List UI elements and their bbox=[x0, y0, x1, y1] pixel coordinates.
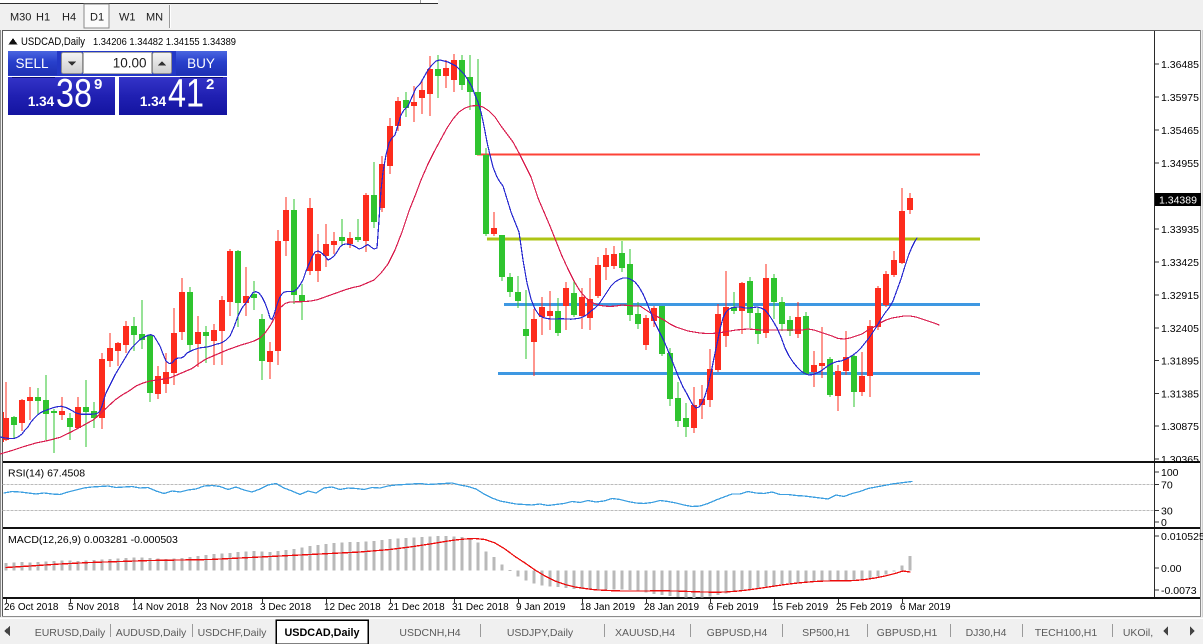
svg-text:25 Feb 2019: 25 Feb 2019 bbox=[836, 602, 893, 613]
svg-text:W1: W1 bbox=[119, 12, 136, 24]
svg-text:1.34: 1.34 bbox=[140, 94, 167, 109]
svg-text:DJ30,H4: DJ30,H4 bbox=[966, 627, 1007, 639]
svg-text:18 Jan 2019: 18 Jan 2019 bbox=[580, 602, 635, 613]
svg-text:9: 9 bbox=[94, 76, 102, 93]
svg-text:26 Oct 2018: 26 Oct 2018 bbox=[4, 602, 59, 613]
svg-text:1.30875: 1.30875 bbox=[1161, 421, 1199, 433]
svg-text:USDCNH,H4: USDCNH,H4 bbox=[399, 627, 460, 639]
svg-text:XAUUSD,H4: XAUUSD,H4 bbox=[615, 627, 675, 639]
svg-text:USDCAD,Daily: USDCAD,Daily bbox=[21, 36, 85, 48]
svg-text:12 Dec 2018: 12 Dec 2018 bbox=[324, 602, 381, 613]
svg-text:31 Dec 2018: 31 Dec 2018 bbox=[452, 602, 509, 613]
svg-text:1.31895: 1.31895 bbox=[1161, 356, 1199, 368]
svg-text:UKOil,: UKOil, bbox=[1123, 627, 1153, 639]
svg-text:3 Dec 2018: 3 Dec 2018 bbox=[260, 602, 312, 613]
svg-text:2: 2 bbox=[206, 76, 214, 93]
svg-text:MN: MN bbox=[146, 12, 163, 24]
svg-text:1.36485: 1.36485 bbox=[1161, 59, 1199, 71]
svg-text:1.34: 1.34 bbox=[28, 94, 55, 109]
svg-text:GBPUSD,H4: GBPUSD,H4 bbox=[707, 627, 768, 639]
svg-text:0.010525: 0.010525 bbox=[1161, 531, 1203, 543]
svg-text:1.30365: 1.30365 bbox=[1161, 454, 1199, 466]
svg-text:70: 70 bbox=[1161, 480, 1173, 492]
svg-text:BUY: BUY bbox=[187, 56, 215, 71]
svg-text:1.32405: 1.32405 bbox=[1161, 323, 1199, 335]
svg-text:GBPUSD,H1: GBPUSD,H1 bbox=[877, 627, 938, 639]
svg-text:1.33935: 1.33935 bbox=[1161, 224, 1199, 236]
svg-text:100: 100 bbox=[1161, 467, 1179, 479]
svg-text:0.00: 0.00 bbox=[1161, 563, 1182, 575]
svg-text:EURUSD,Daily: EURUSD,Daily bbox=[35, 627, 106, 639]
svg-text:1.31385: 1.31385 bbox=[1161, 388, 1199, 400]
svg-text:SP500,H1: SP500,H1 bbox=[802, 627, 850, 639]
svg-text:1.34389: 1.34389 bbox=[1159, 195, 1197, 207]
svg-text:-0.0073: -0.0073 bbox=[1161, 585, 1197, 597]
svg-text:H4: H4 bbox=[62, 12, 76, 24]
svg-text:1.33425: 1.33425 bbox=[1161, 257, 1199, 269]
svg-text:30: 30 bbox=[1161, 506, 1173, 518]
svg-text:H1: H1 bbox=[36, 12, 50, 24]
svg-text:10.00: 10.00 bbox=[113, 56, 147, 71]
svg-text:SELL: SELL bbox=[15, 56, 49, 71]
svg-text:1.35465: 1.35465 bbox=[1161, 125, 1199, 137]
svg-text:9 Jan 2019: 9 Jan 2019 bbox=[516, 602, 566, 613]
svg-text:USDJPY,Daily: USDJPY,Daily bbox=[507, 627, 574, 639]
svg-text:1.34955: 1.34955 bbox=[1161, 158, 1199, 170]
svg-text:MACD(12,26,9) 0.003281 -0.0005: MACD(12,26,9) 0.003281 -0.000503 bbox=[8, 534, 178, 546]
svg-text:28 Jan 2019: 28 Jan 2019 bbox=[644, 602, 699, 613]
svg-text:AUDUSD,Daily: AUDUSD,Daily bbox=[116, 627, 187, 639]
svg-text:15 Feb 2019: 15 Feb 2019 bbox=[772, 602, 829, 613]
svg-text:USDCHF,Daily: USDCHF,Daily bbox=[198, 627, 268, 639]
svg-text:M30: M30 bbox=[10, 12, 31, 24]
svg-text:1.32915: 1.32915 bbox=[1161, 290, 1199, 302]
svg-text:RSI(14) 67.4508: RSI(14) 67.4508 bbox=[8, 468, 85, 480]
svg-text:21 Dec 2018: 21 Dec 2018 bbox=[388, 602, 445, 613]
svg-text:5 Nov 2018: 5 Nov 2018 bbox=[68, 602, 120, 613]
svg-text:14 Nov 2018: 14 Nov 2018 bbox=[132, 602, 189, 613]
svg-text:6 Mar 2019: 6 Mar 2019 bbox=[900, 602, 951, 613]
svg-text:1.35975: 1.35975 bbox=[1161, 92, 1199, 104]
svg-text:USDCAD,Daily: USDCAD,Daily bbox=[285, 627, 360, 639]
svg-text:TECH100,H1: TECH100,H1 bbox=[1035, 627, 1098, 639]
svg-text:D1: D1 bbox=[90, 12, 104, 24]
svg-text:1.34206 1.34482 1.34155 1.3438: 1.34206 1.34482 1.34155 1.34389 bbox=[93, 36, 236, 48]
svg-text:6 Feb 2019: 6 Feb 2019 bbox=[708, 602, 759, 613]
svg-text:23 Nov 2018: 23 Nov 2018 bbox=[196, 602, 253, 613]
svg-text:38: 38 bbox=[56, 72, 92, 116]
svg-text:41: 41 bbox=[168, 72, 204, 116]
svg-text:0: 0 bbox=[1161, 517, 1167, 529]
